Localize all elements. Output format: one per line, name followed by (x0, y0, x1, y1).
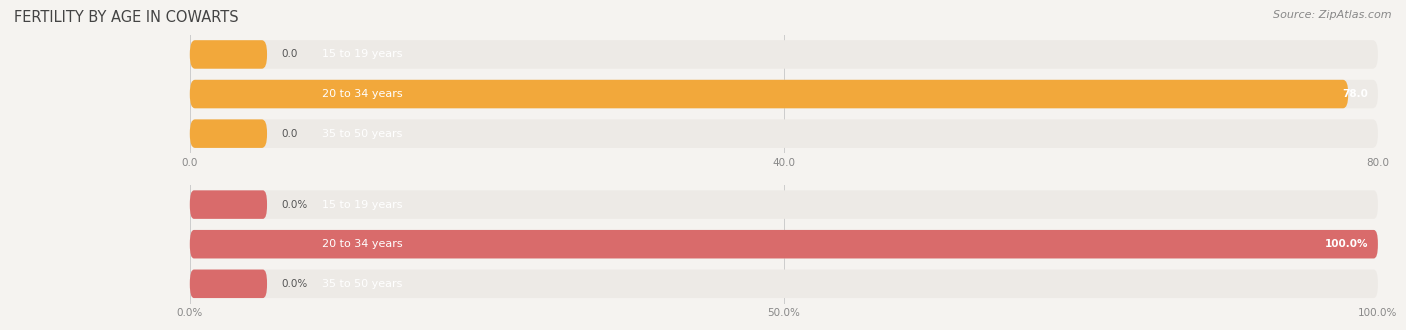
Text: 0.0%: 0.0% (281, 200, 308, 210)
FancyBboxPatch shape (190, 40, 1378, 69)
FancyBboxPatch shape (190, 230, 1378, 258)
Text: 100.0%: 100.0% (1324, 239, 1368, 249)
FancyBboxPatch shape (190, 80, 1378, 108)
Text: 0.0%: 0.0% (281, 279, 308, 289)
Text: 15 to 19 years: 15 to 19 years (322, 50, 402, 59)
Text: Source: ZipAtlas.com: Source: ZipAtlas.com (1274, 10, 1392, 20)
Text: 15 to 19 years: 15 to 19 years (322, 200, 402, 210)
FancyBboxPatch shape (190, 190, 1378, 219)
FancyBboxPatch shape (190, 40, 267, 69)
Text: 35 to 50 years: 35 to 50 years (322, 279, 402, 289)
FancyBboxPatch shape (190, 80, 1348, 108)
Text: 20 to 34 years: 20 to 34 years (322, 89, 402, 99)
Text: 78.0: 78.0 (1343, 89, 1368, 99)
Text: 20 to 34 years: 20 to 34 years (322, 239, 402, 249)
FancyBboxPatch shape (190, 119, 1378, 148)
FancyBboxPatch shape (190, 270, 1378, 298)
Text: FERTILITY BY AGE IN COWARTS: FERTILITY BY AGE IN COWARTS (14, 10, 239, 25)
Text: 0.0: 0.0 (281, 129, 298, 139)
FancyBboxPatch shape (190, 270, 267, 298)
FancyBboxPatch shape (190, 230, 1378, 258)
Text: 0.0: 0.0 (281, 50, 298, 59)
FancyBboxPatch shape (190, 190, 267, 219)
Text: 35 to 50 years: 35 to 50 years (322, 129, 402, 139)
FancyBboxPatch shape (190, 119, 267, 148)
